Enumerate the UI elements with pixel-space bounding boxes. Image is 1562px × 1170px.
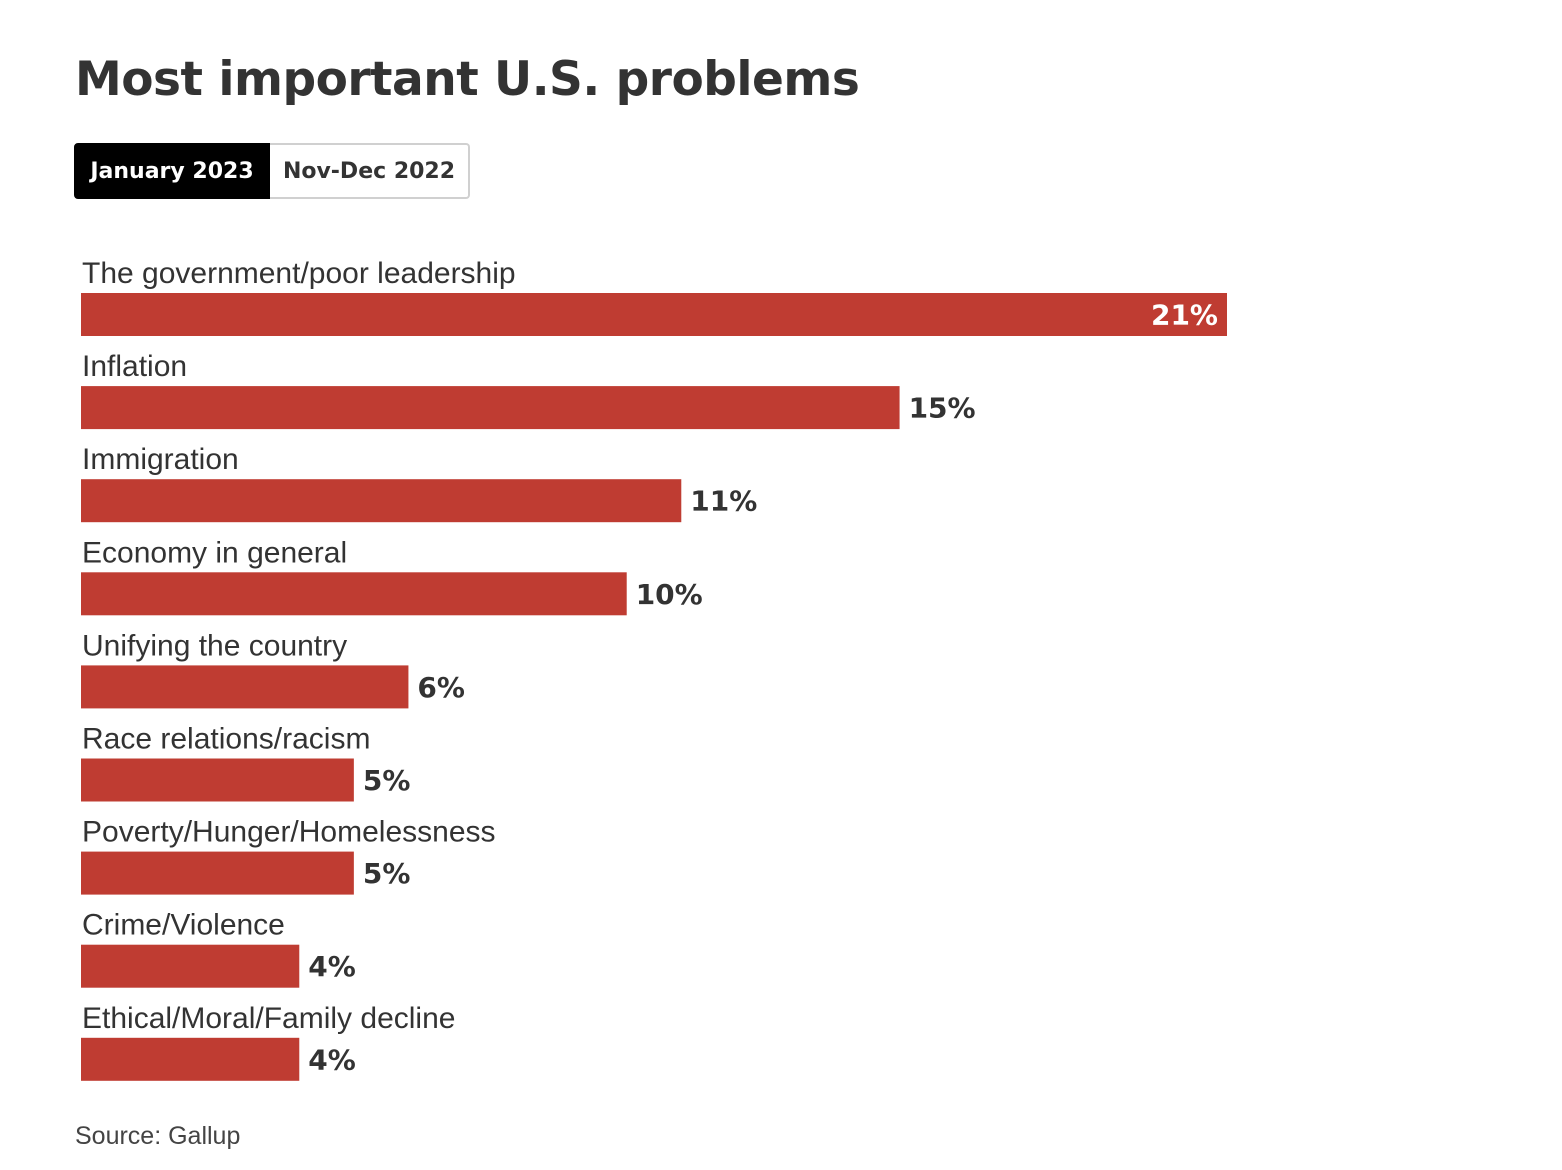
bar	[81, 386, 900, 430]
value-label: 6%	[417, 671, 465, 704]
bar	[81, 1037, 300, 1081]
value-label: 5%	[363, 764, 411, 797]
source-note: Source: Gallup	[75, 1122, 241, 1150]
bar	[81, 851, 354, 895]
category-label: Inflation	[82, 350, 187, 383]
value-label: 15%	[909, 392, 976, 425]
bar	[81, 572, 627, 616]
tab-january-2023[interactable]: January 2023	[74, 143, 270, 199]
period-tabs: January 2023 Nov-Dec 2022	[74, 143, 470, 199]
bar	[81, 758, 354, 802]
value-label: 10%	[636, 578, 703, 611]
category-label: Crime/Violence	[82, 909, 285, 942]
category-label: Economy in general	[82, 536, 347, 569]
bar	[81, 479, 682, 523]
value-label: 4%	[308, 1043, 356, 1076]
category-label: Immigration	[82, 443, 239, 476]
value-label: 4%	[308, 950, 356, 983]
bar	[81, 944, 300, 988]
category-label: Poverty/Hunger/Homelessness	[82, 816, 496, 849]
value-label: 21%	[1151, 299, 1218, 332]
tab-nov-dec-2022[interactable]: Nov-Dec 2022	[270, 143, 470, 199]
category-label: Unifying the country	[82, 629, 347, 662]
bar	[81, 293, 1227, 336]
value-label: 11%	[690, 485, 757, 518]
category-label: The government/poor leadership	[82, 257, 516, 290]
category-label: Ethical/Moral/Family decline	[82, 1002, 455, 1035]
value-label: 5%	[363, 857, 411, 890]
bar	[81, 665, 409, 709]
category-label: Race relations/racism	[82, 723, 370, 756]
page-title: Most important U.S. problems	[75, 52, 860, 107]
